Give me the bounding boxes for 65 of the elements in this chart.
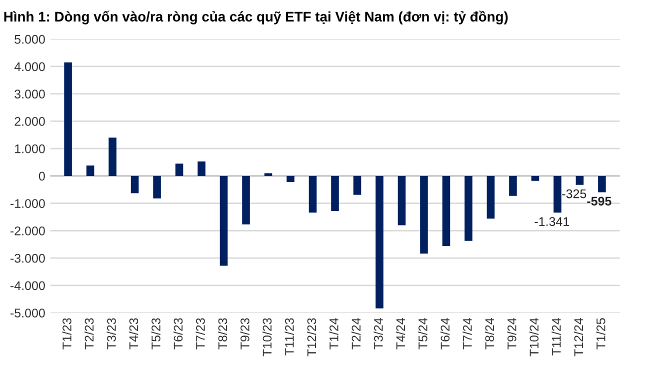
data-label: -595 xyxy=(587,196,612,206)
x-tick-label: T12/23 xyxy=(306,318,316,356)
y-tick-label: 2.000 xyxy=(14,117,45,126)
bar xyxy=(153,176,161,198)
bar xyxy=(286,176,294,182)
x-tick-label: T4/24 xyxy=(396,318,406,350)
x-tick-label: T1/25 xyxy=(596,318,606,350)
x-tick-label: T8/24 xyxy=(484,318,494,350)
y-tick-label: -5.000 xyxy=(10,308,45,318)
bar xyxy=(108,138,116,176)
x-tick-label: T8/23 xyxy=(218,318,228,350)
y-tick-label: 3.000 xyxy=(14,90,45,98)
bar xyxy=(509,176,517,196)
bar xyxy=(130,176,139,194)
y-tick-label: 5.000 xyxy=(14,34,45,44)
x-tick-label: T1/23 xyxy=(62,318,72,350)
x-tick-label: T11/23 xyxy=(284,318,294,356)
bar xyxy=(242,176,250,224)
bar xyxy=(353,176,362,195)
bar xyxy=(198,161,206,176)
bar xyxy=(175,164,184,176)
x-tick-label: T4/23 xyxy=(128,318,138,350)
data-label: -325 xyxy=(562,189,586,198)
y-tick-label: -2.000 xyxy=(10,226,45,236)
x-tick-label: T2/24 xyxy=(351,318,361,350)
bar xyxy=(598,176,606,192)
bar xyxy=(331,176,339,211)
x-tick-label: T9/24 xyxy=(507,318,516,350)
x-tick-label: T3/23 xyxy=(106,318,116,350)
bar xyxy=(420,176,428,254)
y-tick-label: -3.000 xyxy=(10,254,45,263)
bar xyxy=(576,176,584,185)
y-tick-label: 0 xyxy=(38,172,45,181)
bar xyxy=(486,176,495,219)
x-tick-label: T7/23 xyxy=(196,318,205,350)
x-tick-label: T11/24 xyxy=(552,318,561,356)
y-tick-label: 4.000 xyxy=(14,62,45,72)
x-tick-label: T10/24 xyxy=(529,318,539,356)
bar xyxy=(442,176,450,246)
y-tick-label: 1.000 xyxy=(15,144,45,154)
bar xyxy=(308,176,317,213)
x-tick-label: T7/24 xyxy=(462,318,472,350)
chart-title: Hình 1: Dòng vốn vào/ra ròng của các quỹ ETF tại Việt Nam (đơn vị: tỷ đồng) xyxy=(4,10,508,24)
y-tick-label: -4.000 xyxy=(10,281,45,290)
bar xyxy=(464,176,472,241)
x-tick-label: T6/23 xyxy=(173,318,183,350)
x-tick-label: T5/24 xyxy=(418,318,428,350)
y-tick-label: -1.000 xyxy=(10,199,45,208)
bar xyxy=(531,176,540,181)
bar xyxy=(86,166,94,176)
bar xyxy=(64,62,72,176)
x-tick-label: T5/23 xyxy=(151,318,160,350)
x-tick-label: T12/24 xyxy=(574,318,584,356)
bar xyxy=(376,176,384,308)
bar xyxy=(398,176,406,226)
bar xyxy=(264,173,272,176)
x-tick-label: T6/24 xyxy=(440,318,450,350)
x-tick-label: T9/23 xyxy=(240,318,250,350)
x-tick-label: T2/23 xyxy=(84,318,94,350)
bar xyxy=(554,176,562,213)
x-tick-label: T3/24 xyxy=(374,318,383,350)
bar xyxy=(220,176,228,266)
x-tick-label: T1/24 xyxy=(329,318,338,350)
x-tick-label: T10/23 xyxy=(262,318,272,356)
data-label: -1.341 xyxy=(534,217,570,226)
